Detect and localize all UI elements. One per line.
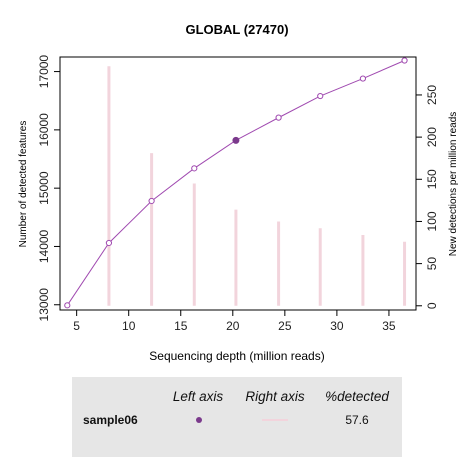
data-point	[105, 239, 113, 247]
y-tick-label: 15000	[37, 171, 51, 205]
x-tick-label: 10	[122, 319, 136, 333]
data-point	[317, 92, 324, 100]
y2-tick-label: 50	[425, 257, 439, 271]
y-axis-right: 0 50 100 150 200 250	[416, 85, 439, 309]
legend-left-marker	[196, 417, 202, 423]
y-tick-label: 14000	[37, 229, 51, 263]
y2-tick-label: 150	[425, 169, 439, 189]
legend-header-left: Left axis	[173, 389, 224, 404]
legend-header-right: Right axis	[245, 389, 305, 404]
y2-tick-label: 0	[425, 302, 439, 309]
legend-background	[72, 377, 402, 457]
x-tick-label: 5	[73, 319, 80, 333]
y-tick-label: 13000	[37, 288, 51, 322]
y2-tick-label: 250	[425, 85, 439, 105]
x-axis: 5 10 15 20 25 30 35	[73, 309, 396, 333]
y2-tick-label: 100	[425, 211, 439, 231]
data-point	[275, 114, 282, 121]
x-tick-label: 30	[330, 319, 344, 333]
data-point	[148, 197, 155, 205]
x-tick-label: 15	[174, 319, 188, 333]
x-tick-label: 25	[278, 319, 292, 333]
y-axis-left: 13000 14000 15000 16000 17000	[37, 55, 60, 322]
chart-title: GLOBAL (27470)	[185, 22, 288, 37]
y2-tick-label: 200	[425, 127, 439, 147]
legend: Left axis Right axis %detected sample06 …	[72, 377, 402, 457]
line-series	[64, 57, 408, 309]
y2-axis-label: New detections per million reads	[448, 112, 459, 257]
x-tick-label: 35	[382, 319, 396, 333]
bar-series	[107, 66, 407, 306]
legend-pct-value: 57.6	[345, 413, 369, 427]
y-tick-label: 16000	[37, 113, 51, 147]
data-point	[401, 57, 408, 64]
data-point	[64, 302, 71, 309]
x-tick-label: 20	[226, 319, 240, 333]
x-axis-label: Sequencing depth (million reads)	[149, 349, 324, 363]
data-point	[191, 165, 198, 172]
legend-sample-name: sample06	[83, 413, 138, 427]
data-point	[359, 75, 367, 82]
legend-header-pct: %detected	[325, 389, 389, 404]
y-axis-label: Number of detected features	[18, 121, 29, 248]
y-tick-label: 17000	[37, 55, 51, 89]
data-point	[232, 136, 240, 144]
